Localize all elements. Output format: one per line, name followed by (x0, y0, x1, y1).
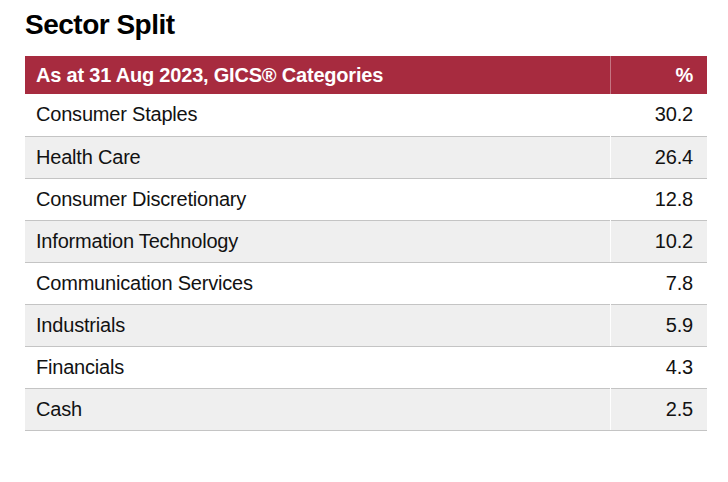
sector-value-cell: 4.3 (610, 346, 707, 388)
header-percent-cell: % (610, 56, 707, 94)
sector-value-cell: 7.8 (610, 262, 707, 304)
page-title: Sector Split (25, 9, 707, 41)
sector-value-cell: 12.8 (610, 178, 707, 220)
sector-value-cell: 2.5 (610, 388, 707, 430)
header-category-cell: As at 31 Aug 2023, GICS® Categories (25, 56, 610, 94)
sector-label-cell: Industrials (25, 304, 610, 346)
sector-label-cell: Consumer Discretionary (25, 178, 610, 220)
sector-value-cell: 30.2 (610, 94, 707, 136)
sector-table-body: Consumer Staples 30.2 Health Care 26.4 C… (25, 94, 707, 430)
sector-value-cell: 5.9 (610, 304, 707, 346)
table-row: Information Technology 10.2 (25, 220, 707, 262)
table-row: Consumer Staples 30.2 (25, 94, 707, 136)
table-row: Financials 4.3 (25, 346, 707, 388)
table-row: Consumer Discretionary 12.8 (25, 178, 707, 220)
sector-table: As at 31 Aug 2023, GICS® Categories % Co… (25, 56, 707, 431)
sector-label-cell: Consumer Staples (25, 94, 610, 136)
sector-label-cell: Health Care (25, 136, 610, 178)
sector-label-cell: Financials (25, 346, 610, 388)
sector-label-cell: Communication Services (25, 262, 610, 304)
table-row: Health Care 26.4 (25, 136, 707, 178)
sector-label-cell: Information Technology (25, 220, 610, 262)
header-row: As at 31 Aug 2023, GICS® Categories % (25, 56, 707, 94)
page: Sector Split As at 31 Aug 2023, GICS® Ca… (0, 0, 728, 431)
sector-value-cell: 10.2 (610, 220, 707, 262)
sector-value-cell: 26.4 (610, 136, 707, 178)
sector-table-header: As at 31 Aug 2023, GICS® Categories % (25, 56, 707, 94)
sector-label-cell: Cash (25, 388, 610, 430)
table-row: Cash 2.5 (25, 388, 707, 430)
table-row: Communication Services 7.8 (25, 262, 707, 304)
table-row: Industrials 5.9 (25, 304, 707, 346)
